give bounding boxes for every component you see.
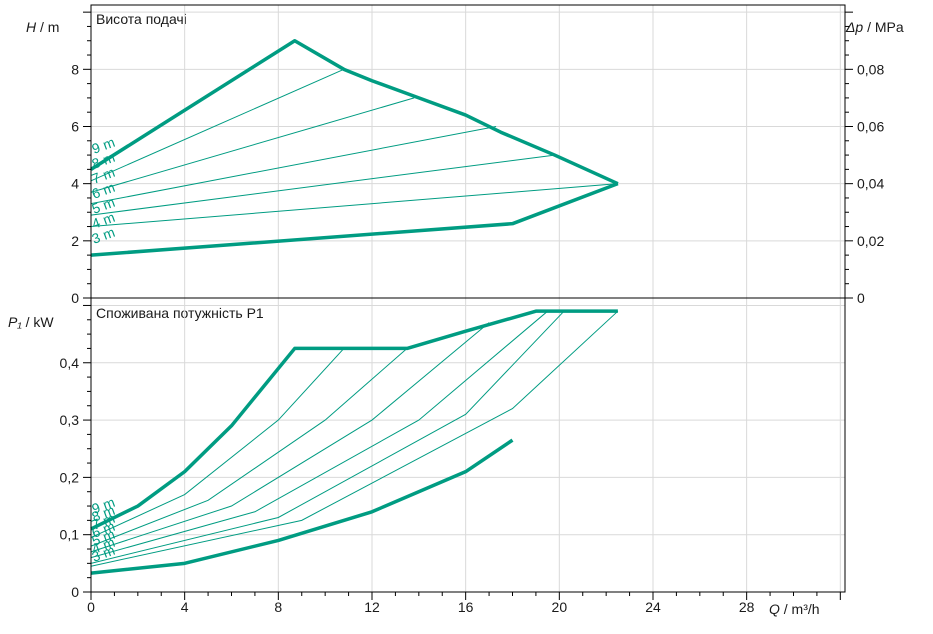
power-curve-3 (90, 322, 490, 553)
power-chart-title: Споживана потужність P1 (96, 305, 264, 321)
secondary-y-tick-label: 0,08 (857, 61, 884, 77)
power-y-axis-symbol: P₁ (8, 314, 22, 330)
curve-label: 9 m (90, 494, 117, 517)
power-y-axis-label: P₁ / kW (8, 314, 54, 330)
curve-label: 7 m (90, 510, 117, 533)
head-curve-6 (90, 182, 619, 257)
curve-label: 3 m (90, 224, 117, 247)
curve-label: 6 m (90, 518, 117, 541)
power-curve-2 (90, 348, 408, 547)
curve-label: 5 m (90, 526, 117, 549)
x-tick-label: 12 (364, 599, 380, 615)
pressure-y-axis-symbol: Δp (845, 19, 863, 35)
power-curve-5 (90, 310, 565, 564)
curve-label: 5 m (90, 194, 117, 217)
pressure-y-axis-unit: / MPa (863, 19, 904, 35)
curve-label: 6 m (90, 179, 117, 202)
y-tick-label: 8 (71, 61, 79, 77)
power-curve-1 (90, 348, 345, 539)
x-tick-label: 4 (181, 599, 189, 615)
power-y-axis-unit: / kW (22, 314, 55, 330)
pressure-y-axis-label: Δp / MPa (845, 19, 904, 35)
y-tick-label: 6 (71, 118, 79, 134)
power-curve-4 (90, 310, 548, 559)
curve-label: 9 m (90, 134, 117, 157)
curve-label: 3 m (90, 542, 117, 565)
y-tick-label: 0,2 (60, 469, 80, 485)
head-curve-3 (90, 125, 497, 205)
x-tick-label: 28 (739, 599, 755, 615)
x-tick-label: 16 (458, 599, 474, 615)
head-chart-title: Висота подачі (96, 11, 187, 27)
curve-label: 4 m (90, 209, 117, 232)
power-curve-7 (90, 438, 514, 575)
grid-layer (91, 5, 845, 592)
x-axis-unit: / m³/h (780, 601, 820, 617)
x-tick-label: 0 (87, 599, 95, 615)
curve-labels-layer: 9 m8 m7 m6 m5 m4 m3 m9 m8 m7 m6 m5 m4 m3… (90, 134, 117, 565)
y-tick-label: 0 (71, 290, 79, 306)
curve-label: 7 m (90, 164, 117, 187)
y-tick-label: 0,1 (60, 527, 80, 543)
head-curve-1 (90, 68, 345, 182)
power-curve-6 (90, 310, 619, 567)
x-axis-symbol: Q (769, 601, 780, 617)
y-tick-label: 0,4 (60, 355, 80, 371)
x-axis-label: Q / m³/h (769, 601, 820, 617)
x-tick-label: 24 (645, 599, 661, 615)
curves-layer (90, 38, 619, 575)
curve-label: 8 m (90, 502, 117, 525)
y-tick-label: 2 (71, 233, 79, 249)
head-y-axis-unit: / m (36, 19, 59, 35)
y-tick-label: 0,3 (60, 412, 80, 428)
secondary-y-tick-label: 0,04 (857, 176, 884, 192)
head-curve-4 (90, 154, 555, 216)
head-curve-5 (90, 183, 618, 228)
head-y-axis-label: H / m (26, 19, 59, 35)
curve-label: 4 m (90, 534, 117, 557)
head-y-axis-symbol: H (26, 19, 37, 35)
head-curve-0 (90, 38, 619, 186)
y-tick-label: 0 (71, 584, 79, 600)
secondary-y-tick-label: 0,02 (857, 233, 884, 249)
x-tick-label: 20 (552, 599, 568, 615)
head-curve-2 (90, 97, 415, 193)
secondary-y-tick-label: 0,06 (857, 118, 884, 134)
x-tick-label: 8 (274, 599, 282, 615)
y-tick-label: 4 (71, 176, 79, 192)
curve-label: 8 m (90, 149, 117, 172)
secondary-y-tick-label: 0 (857, 290, 865, 306)
